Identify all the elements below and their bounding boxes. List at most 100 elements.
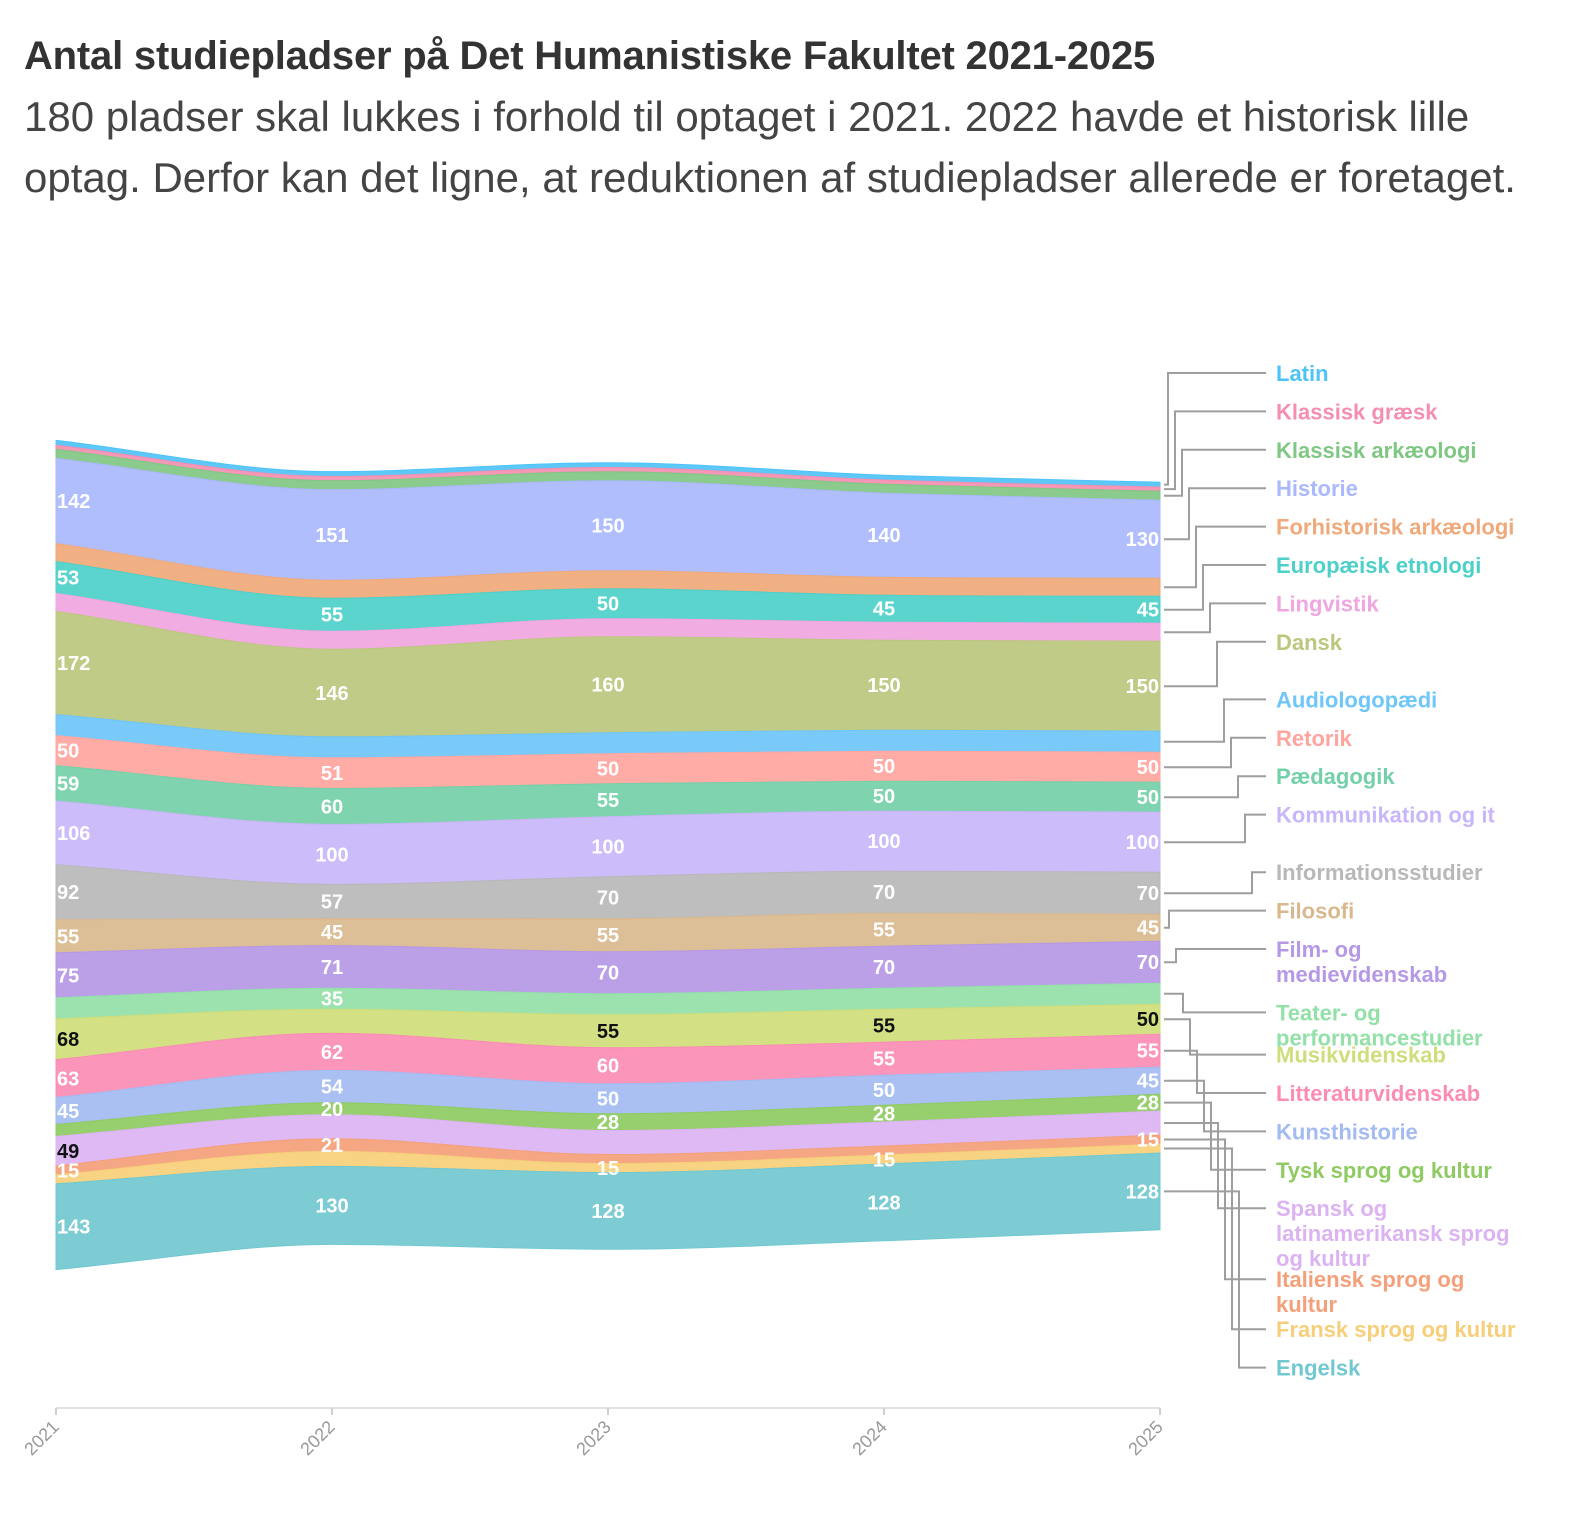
legend-label-tysk-sprog-og-kultur: Tysk sprog og kultur: [1276, 1158, 1492, 1183]
x-tick-label-2022: 2022: [296, 1417, 338, 1459]
value-label-paedagogik-2022: 60: [321, 796, 343, 818]
value-label-musikvidenskab-2025: 50: [1137, 1009, 1159, 1031]
legend-item-audiologopaedi[interactable]: Audiologopædi: [1164, 687, 1437, 743]
value-label-kommunikation-og-it-2025: 100: [1126, 832, 1159, 854]
legend-item-paedagogik[interactable]: Pædagogik: [1164, 764, 1395, 799]
value-label-historie-2025: 130: [1126, 529, 1159, 551]
value-label-historie-2024: 140: [867, 525, 900, 547]
legend-connector-klassisk-arkaeologi: [1164, 448, 1266, 497]
legend-connector-latin: [1164, 372, 1266, 486]
value-label-tysk-sprog-og-kultur-2023: 28: [597, 1112, 619, 1134]
areas-layer: [55, 439, 1161, 1271]
legend-label-kommunikation-og-it: Kommunikation og it: [1276, 803, 1495, 828]
value-label-paedagogik-2023: 55: [597, 790, 619, 812]
value-label-kunsthistorie-2022: 54: [321, 1077, 344, 1099]
value-label-tysk-sprog-og-kultur-2024: 28: [873, 1104, 895, 1126]
value-label-italiensk-sprog-og-kultur-2022: 21: [321, 1135, 343, 1157]
legend-item-forhistorisk-arkaeologi[interactable]: Forhistorisk arkæologi: [1164, 515, 1514, 589]
legend-item-kommunikation-og-it[interactable]: Kommunikation og it: [1164, 803, 1495, 844]
legend-item-spansk-og-latinamerikansk-sprog-og-kultur[interactable]: Spansk og latinamerikansk sprog og kultur: [1164, 1122, 1510, 1271]
legend-item-retorik[interactable]: Retorik: [1164, 726, 1353, 769]
legend-label-informationsstudier: Informationsstudier: [1276, 860, 1483, 885]
legend-item-kunsthistorie[interactable]: Kunsthistorie: [1164, 1079, 1418, 1145]
legend-item-klassisk-graesk[interactable]: Klassisk græsk: [1164, 399, 1438, 491]
legend-connector-teater-og-performancestudier: [1164, 992, 1266, 1014]
legend-item-filosofi[interactable]: Filosofi: [1164, 899, 1354, 929]
x-axis: 2021 2022 2023 2024 2025: [20, 1407, 1167, 1459]
value-label-europaeisk-etnologi-2021: 53: [57, 568, 79, 590]
value-label-litteraturvidenskab-2024: 55: [873, 1049, 895, 1071]
value-label-kunsthistorie-2023: 50: [597, 1089, 619, 1111]
legend-connector-fransk-sprog-og-kultur: [1164, 1147, 1266, 1331]
legend-item-film-og-medievidenskab[interactable]: Film- og medievidenskab: [1164, 937, 1447, 987]
legend-item-tysk-sprog-og-kultur[interactable]: Tysk sprog og kultur: [1164, 1101, 1492, 1183]
value-label-europaeisk-etnologi-2022: 55: [321, 605, 343, 627]
legend-item-historie[interactable]: Historie: [1164, 476, 1358, 541]
value-label-engelsk-2025: 128: [1126, 1181, 1159, 1203]
legend-item-klassisk-arkaeologi[interactable]: Klassisk arkæologi: [1164, 438, 1477, 497]
value-label-film-og-medievidenskab-2021: 75: [57, 965, 79, 987]
value-label-tysk-sprog-og-kultur-2022: 20: [321, 1099, 343, 1121]
legend-item-italiensk-sprog-og-kultur[interactable]: Italiensk sprog og kultur: [1164, 1138, 1464, 1318]
legend-label-kunsthistorie: Kunsthistorie: [1276, 1119, 1418, 1144]
legend-item-engelsk[interactable]: Engelsk: [1164, 1190, 1361, 1381]
area-engelsk[interactable]: [55, 1152, 1161, 1271]
value-label-filosofi-2025: 45: [1137, 918, 1159, 940]
legend-connector-forhistorisk-arkaeologi: [1164, 525, 1266, 589]
value-label-tysk-sprog-og-kultur-2025: 28: [1137, 1093, 1159, 1115]
x-tick-label-2025: 2025: [1124, 1417, 1166, 1459]
value-label-engelsk-2021: 143: [57, 1217, 90, 1239]
value-label-film-og-medievidenskab-2025: 70: [1137, 952, 1159, 974]
legend-label-paedagogik: Pædagogik: [1276, 764, 1395, 789]
value-label-kommunikation-og-it-2023: 100: [591, 837, 624, 859]
value-label-film-og-medievidenskab-2023: 70: [597, 963, 619, 985]
value-label-litteraturvidenskab-2022: 62: [321, 1042, 343, 1064]
legend-item-latin[interactable]: Latin: [1164, 361, 1329, 486]
legend-item-musikvidenskab[interactable]: Musikvidenskab: [1164, 1018, 1446, 1068]
value-label-informationsstudier-2023: 70: [597, 888, 619, 910]
value-label-kunsthistorie-2021: 45: [57, 1101, 79, 1123]
legend-connector-audiologopaedi: [1164, 698, 1266, 743]
value-label-retorik-2023: 50: [597, 759, 619, 781]
legend-connector-film-og-medievidenskab: [1164, 948, 1266, 964]
value-label-historie-2022: 151: [315, 525, 348, 547]
value-label-musikvidenskab-2024: 55: [873, 1016, 895, 1038]
value-label-paedagogik-2024: 50: [873, 786, 895, 808]
legend-connector-dansk: [1164, 640, 1266, 688]
value-label-litteraturvidenskab-2021: 63: [57, 1069, 79, 1091]
value-label-filosofi-2022: 45: [321, 922, 343, 944]
legend-item-lingvistik[interactable]: Lingvistik: [1164, 591, 1379, 634]
value-label-engelsk-2022: 130: [315, 1195, 348, 1217]
value-label-fransk-sprog-og-kultur-2024: 15: [873, 1150, 895, 1172]
legend-item-fransk-sprog-og-kultur[interactable]: Fransk sprog og kultur: [1164, 1147, 1516, 1343]
value-label-dansk-2023: 160: [591, 675, 624, 697]
legend: Latin Klassisk græsk Klassisk arkæologi His…: [1164, 361, 1516, 1381]
value-label-filosofi-2021: 55: [57, 926, 79, 948]
legend-connector-lingvistik: [1164, 602, 1266, 634]
legend-item-dansk[interactable]: Dansk: [1164, 630, 1343, 688]
value-label-filosofi-2024: 55: [873, 920, 895, 942]
legend-item-informationsstudier[interactable]: Informationsstudier: [1164, 860, 1483, 895]
value-label-informationsstudier-2022: 57: [321, 892, 343, 914]
legend-connector-historie: [1164, 487, 1266, 541]
value-label-film-og-medievidenskab-2022: 71: [321, 957, 343, 979]
legend-connector-klassisk-graesk: [1164, 410, 1266, 491]
value-label-musikvidenskab-2021: 68: [57, 1029, 79, 1051]
value-label-paedagogik-2021: 59: [57, 773, 79, 795]
legend-connector-kunsthistorie: [1164, 1079, 1266, 1133]
legend-label-film-og-medievidenskab: Film- og medievidenskab: [1276, 937, 1447, 987]
value-label-film-og-medievidenskab-2024: 70: [873, 957, 895, 979]
legend-connector-paedagogik: [1164, 775, 1266, 799]
legend-item-teater-og-performancestudier[interactable]: Teater- og performancestudier: [1164, 992, 1483, 1051]
value-label-historie-2021: 142: [57, 491, 90, 513]
value-label-engelsk-2023: 128: [591, 1201, 624, 1223]
legend-label-historie: Historie: [1276, 476, 1358, 501]
legend-connector-filosofi: [1164, 909, 1266, 929]
value-label-informationsstudier-2025: 70: [1137, 883, 1159, 905]
x-tick-label-2021: 2021: [20, 1417, 62, 1459]
legend-connector-informationsstudier: [1164, 871, 1266, 895]
legend-label-lingvistik: Lingvistik: [1276, 591, 1379, 616]
legend-item-europaeisk-etnologi[interactable]: Europæisk etnologi: [1164, 553, 1481, 611]
value-label-retorik-2022: 51: [321, 763, 343, 785]
legend-item-litteraturvidenskab[interactable]: Litteraturvidenskab: [1164, 1049, 1480, 1106]
